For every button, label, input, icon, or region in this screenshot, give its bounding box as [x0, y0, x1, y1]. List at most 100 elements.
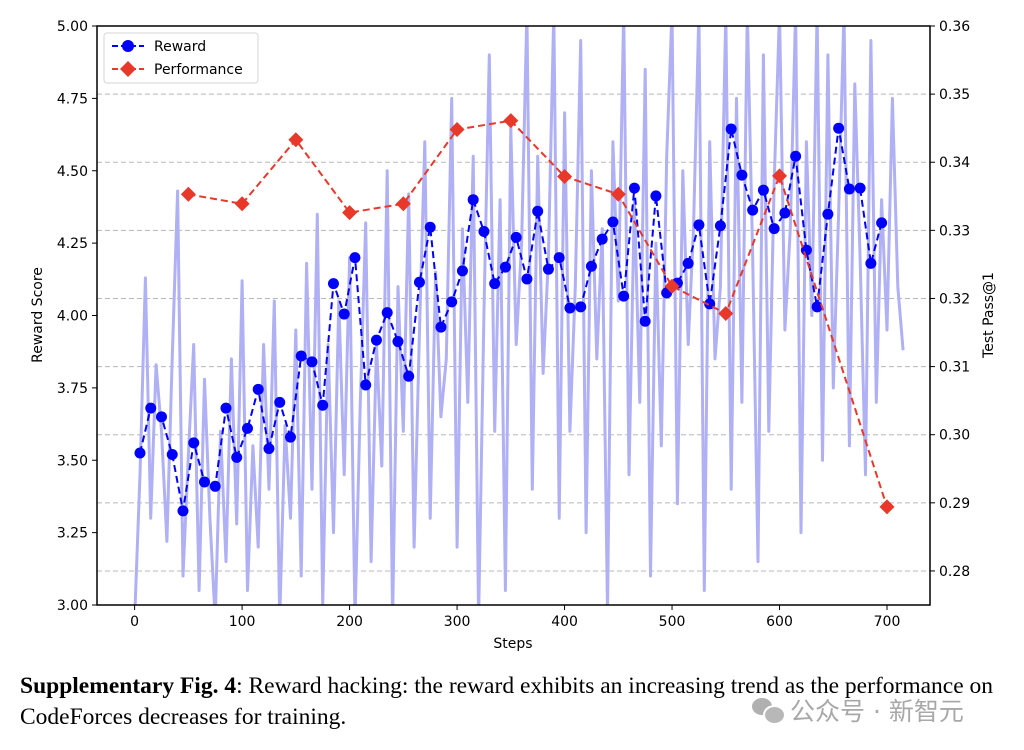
right-y-tick-label: 0.36 — [939, 19, 970, 35]
reward-series-layer — [134, 122, 888, 517]
performance-point — [180, 186, 196, 202]
reward-point — [682, 257, 694, 269]
x-tick-label: 600 — [766, 614, 793, 630]
left-y-tick-label: 5.00 — [57, 19, 88, 35]
reward-point — [274, 396, 286, 408]
reward-point — [854, 182, 866, 194]
performance-point — [718, 305, 734, 321]
reward-point — [822, 208, 834, 220]
performance-point — [342, 205, 358, 221]
reward-point — [370, 334, 382, 346]
performance-point — [772, 168, 788, 184]
left-y-tick-label: 4.50 — [57, 164, 88, 180]
reward-point — [768, 223, 780, 235]
performance-point — [395, 196, 411, 212]
caption-text: : Reward hacking: the reward exhibits an… — [20, 673, 994, 730]
reward-point — [876, 217, 888, 229]
reward-raw-line — [133, 26, 905, 605]
legend-performance-marker — [120, 61, 136, 77]
reward-point — [865, 257, 877, 269]
x-tick-label: 200 — [336, 614, 363, 630]
reward-point — [392, 336, 404, 348]
legend-item-performance: Performance — [112, 61, 243, 78]
reward-point — [231, 451, 243, 463]
reward-point — [489, 278, 501, 290]
reward-point — [575, 301, 587, 313]
left-y-tick-label: 4.25 — [57, 236, 88, 252]
reward-point — [134, 447, 146, 459]
reward-point — [338, 308, 350, 320]
right-y-tick-label: 0.33 — [939, 223, 970, 239]
reward-point — [736, 169, 748, 181]
performance-point — [610, 186, 626, 202]
right-y-axis-label: Test Pass@1 — [981, 272, 997, 359]
left-y-tick-label: 4.00 — [57, 309, 88, 325]
reward-point — [220, 402, 232, 414]
left-y-tick-label: 3.25 — [57, 526, 88, 542]
reward-point — [284, 431, 296, 443]
x-tick-label: 100 — [229, 614, 256, 630]
reward-point — [360, 379, 372, 391]
x-tick-label: 300 — [444, 614, 471, 630]
reward-point — [585, 260, 597, 272]
right-y-tick-label: 0.34 — [939, 155, 970, 171]
reward-point — [693, 219, 705, 231]
reward-point — [628, 182, 640, 194]
x-axis-ticks: 0 100 200 300 400 500 600 700 — [130, 605, 900, 630]
legend-reward-label: Reward — [154, 39, 206, 55]
performance-series-layer — [180, 113, 895, 515]
reward-point — [714, 220, 726, 232]
x-tick-label: 500 — [659, 614, 686, 630]
reward-point — [704, 298, 716, 310]
reward-point — [639, 315, 651, 327]
right-y-tick-label: 0.30 — [939, 428, 970, 444]
left-y-tick-label: 3.50 — [57, 453, 88, 469]
right-y-tick-label: 0.31 — [939, 360, 970, 376]
reward-point — [188, 437, 200, 449]
left-y-axis-label: Reward Score — [30, 267, 46, 363]
performance-point — [557, 169, 573, 185]
reward-point — [446, 296, 458, 308]
reward-point — [833, 122, 845, 134]
reward-point — [145, 402, 157, 414]
x-axis-label: Steps — [493, 636, 532, 652]
x-tick-label: 400 — [551, 614, 578, 630]
legend-performance-label: Performance — [154, 62, 243, 78]
reward-point — [252, 383, 264, 395]
watermark-text: 公众号 · 新智元 — [790, 697, 964, 726]
reward-point — [435, 321, 447, 333]
reward-point — [155, 411, 167, 423]
x-tick-label: 0 — [130, 614, 139, 630]
reward-point — [403, 370, 415, 382]
reward-point — [381, 307, 393, 319]
reward-point — [790, 150, 802, 162]
reward-point — [499, 261, 511, 273]
reward-point — [650, 190, 662, 202]
reward-point — [456, 265, 468, 277]
reward-point — [596, 233, 608, 245]
reward-point — [467, 194, 479, 206]
reward-point — [263, 443, 275, 455]
left-y-tick-label: 4.75 — [57, 91, 88, 107]
right-y-tick-label: 0.35 — [939, 87, 970, 103]
reward-point — [747, 204, 759, 216]
right-y-tick-label: 0.28 — [939, 564, 970, 580]
reward-point — [478, 226, 490, 238]
reward-point — [607, 216, 619, 228]
performance-point — [503, 113, 519, 129]
reward-point — [618, 290, 630, 302]
left-y-axis-ticks: 3.00 3.25 3.50 3.75 4.00 4.25 4.50 4.75 5.00 — [57, 19, 97, 614]
right-y-axis-ticks: 0.28 0.29 0.30 0.31 0.32 0.33 0.34 0.35 0.36 — [930, 19, 970, 580]
caption-label: Supplementary Fig. 4 — [20, 673, 237, 699]
reward-raw-layer — [133, 26, 905, 605]
reward-point — [317, 399, 329, 411]
reward-point — [209, 480, 221, 492]
left-y-tick-label: 3.00 — [57, 598, 88, 614]
performance-point — [664, 278, 680, 294]
watermark: 公众号 · 新智元 — [752, 692, 964, 728]
performance-point — [879, 499, 895, 515]
reward-point — [295, 350, 307, 362]
reward-point — [542, 263, 554, 275]
performance-point — [449, 122, 465, 138]
legend-reward-marker — [122, 40, 134, 52]
